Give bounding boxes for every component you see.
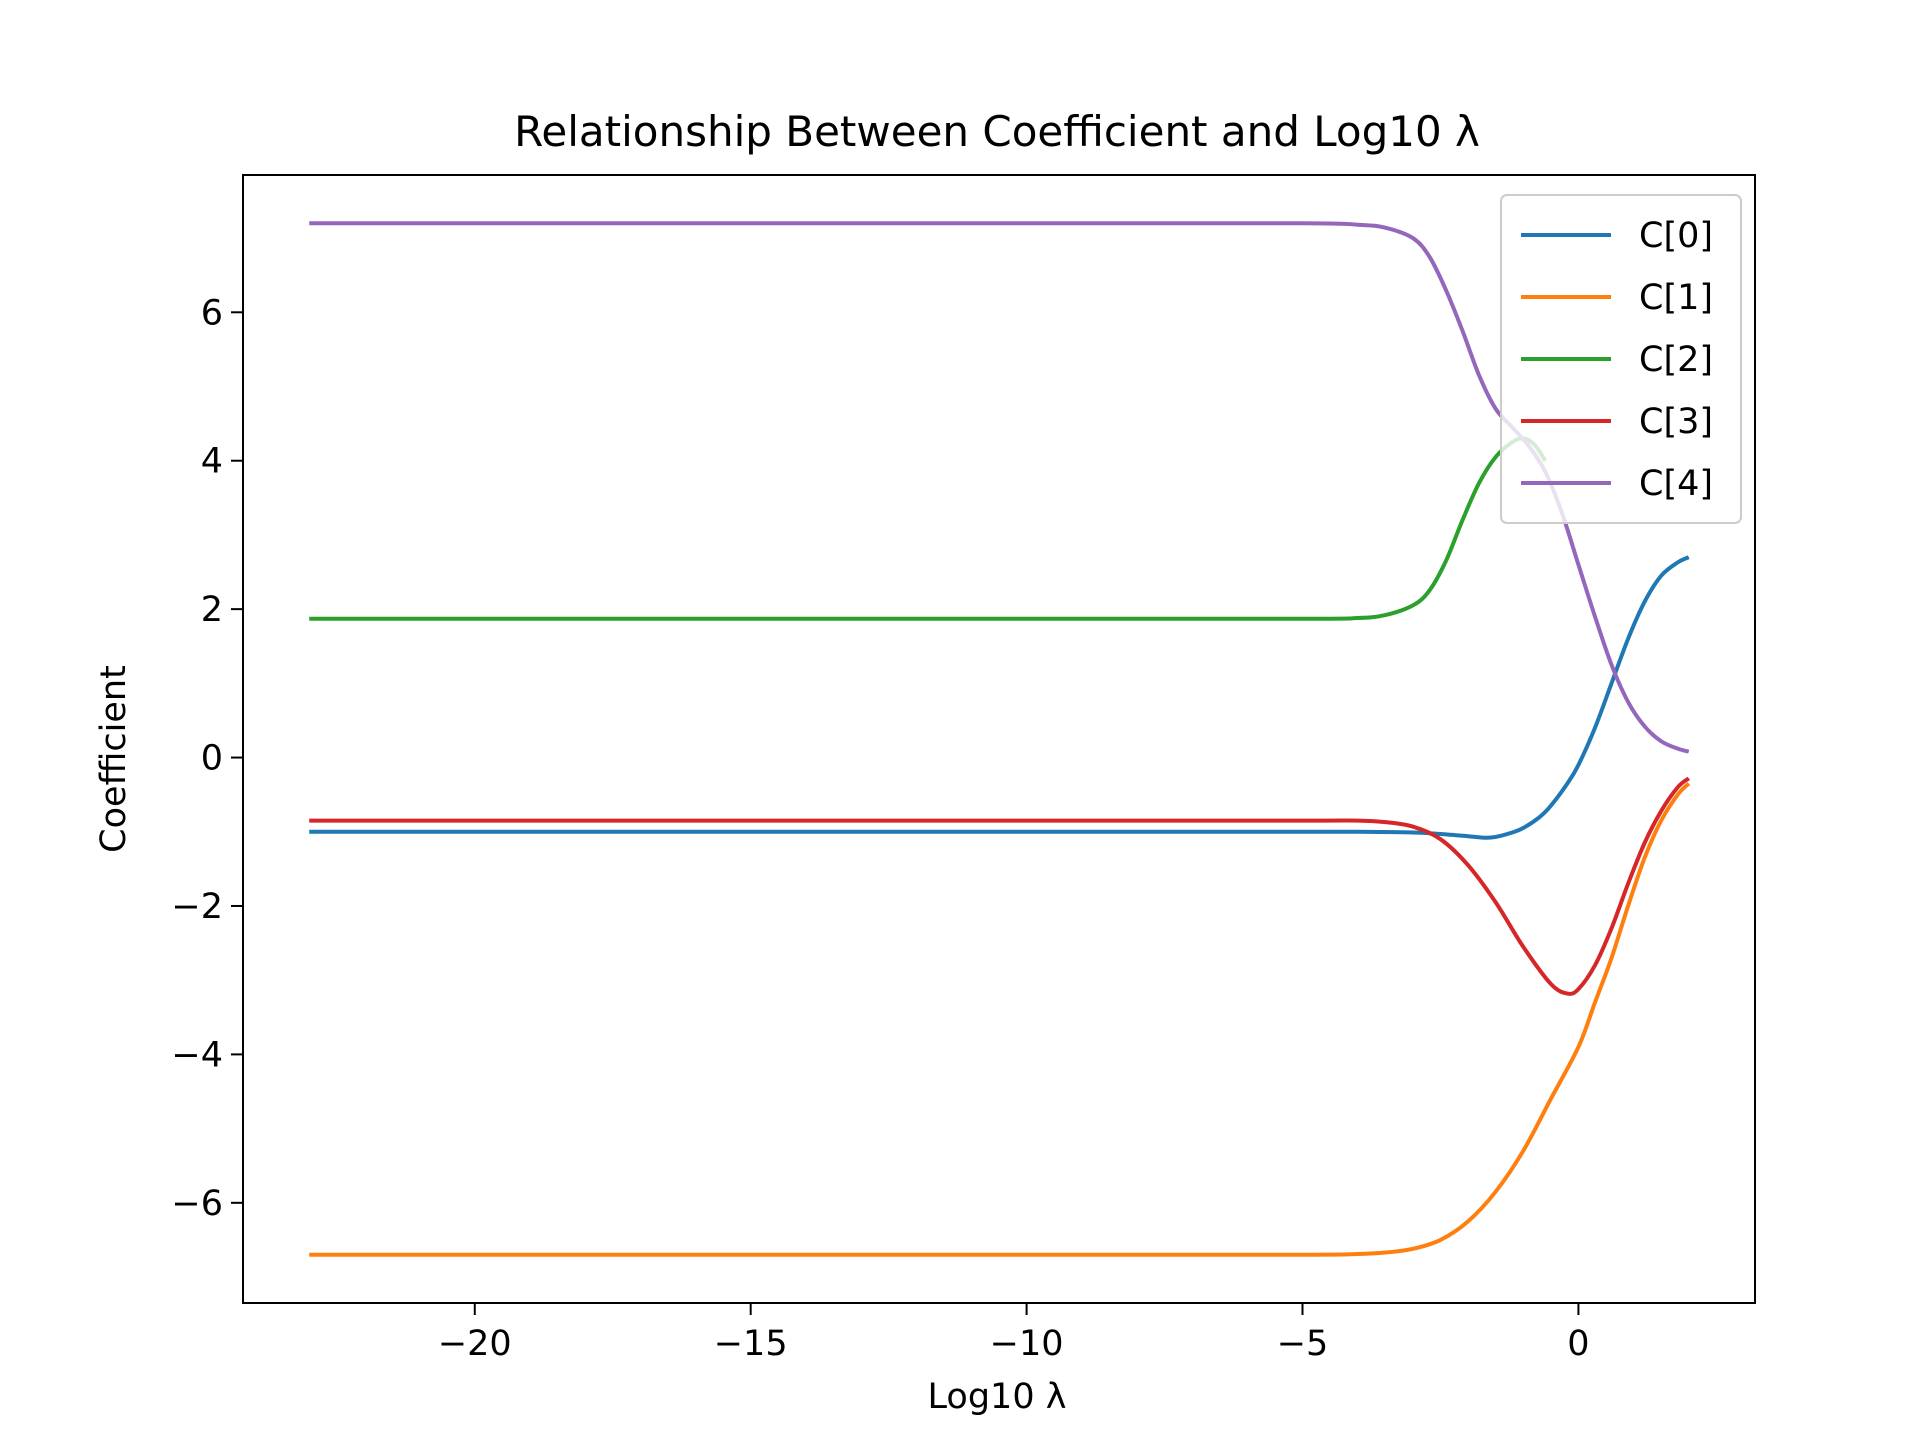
legend-label-3: C[3] [1639,402,1713,442]
plot-frame [242,174,1756,1304]
series-line-1 [309,782,1691,1257]
x-axis: −20 −15 −10 −5 0 [438,1303,1590,1364]
legend-label-0: C[0] [1639,216,1713,256]
x-tick-label: 0 [1567,1324,1589,1364]
y-tick-label: 4 [201,442,223,482]
series-line-0 [309,555,1690,840]
y-axis: −6 −4 −2 0 2 4 6 [171,293,243,1224]
x-axis-label: Log10 λ [928,1377,1067,1417]
y-tick-label: 0 [201,739,223,779]
x-tick-label: −15 [714,1324,788,1364]
x-tick-label: −20 [438,1324,512,1364]
chart-title: Relationship Between Coefficient and Log… [514,107,1480,156]
legend-box [1500,194,1742,524]
legend-label-1: C[1] [1639,278,1713,318]
y-axis-label: Coefficient [94,665,134,853]
legend-label-2: C[2] [1639,340,1713,380]
y-tick-label: 6 [201,293,223,333]
x-tick-label: −10 [990,1324,1064,1364]
legend-label-4: C[4] [1639,464,1713,504]
y-tick-label: −2 [171,887,223,927]
y-tick-label: −4 [171,1035,223,1075]
x-tick-label: −5 [1277,1324,1329,1364]
series-line-3 [309,776,1691,996]
y-tick-label: 2 [201,590,223,630]
y-tick-label: −6 [171,1184,223,1224]
series-line-4 [309,221,1690,754]
plot-area [242,174,1756,1304]
legend: C[0] C[1] C[2] C[3] C[4] [1500,194,1742,524]
